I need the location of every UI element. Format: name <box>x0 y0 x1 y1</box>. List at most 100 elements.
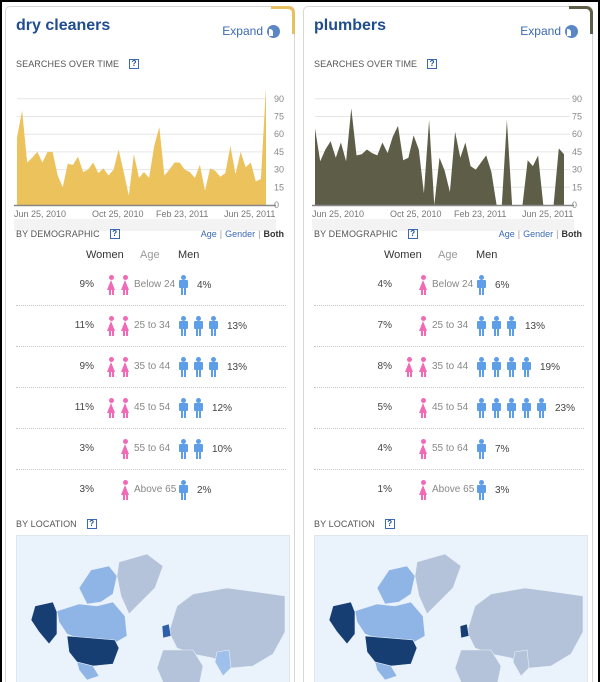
men-percent: 13% <box>525 320 546 332</box>
y-tick-label: 60 <box>274 129 284 139</box>
woman-icon <box>418 275 429 295</box>
map-region-africa[interactable] <box>156 649 204 682</box>
map-region-india[interactable] <box>512 649 530 677</box>
woman-icon <box>120 480 131 500</box>
map-region-canada-arctic[interactable] <box>376 565 416 605</box>
col-age: Age <box>140 249 160 261</box>
demographic-row: 7% 25 to 34 13% <box>314 306 584 347</box>
toggle-both[interactable]: Both <box>263 229 285 239</box>
demographic-row: 9% Below 24 4% <box>16 265 286 306</box>
demographic-row: 9% 35 to 44 13% <box>16 347 286 388</box>
y-tick-label: 60 <box>572 129 582 139</box>
women-icons <box>106 316 131 336</box>
map-region-greenland[interactable] <box>414 553 462 615</box>
age-group-label: 25 to 34 <box>134 320 171 331</box>
world-map-svg <box>328 553 584 682</box>
age-group-label: 35 to 44 <box>432 361 469 372</box>
woman-icon <box>418 398 429 418</box>
world-map-svg <box>30 553 286 682</box>
women-icons <box>418 398 429 418</box>
panel-plumbers: plumbers Expand SEARCHES OVER TIME? 0 15 30 45… <box>303 6 593 682</box>
women-percent: 3% <box>79 484 94 495</box>
section-title: BY LOCATION <box>314 519 375 529</box>
help-icon[interactable]: ? <box>407 229 418 239</box>
toggle-age[interactable]: Age <box>498 229 515 239</box>
help-icon[interactable]: ? <box>384 519 395 529</box>
toggle-both[interactable]: Both <box>561 229 583 239</box>
map-region-alaska[interactable] <box>328 601 356 645</box>
man-icon <box>476 439 487 459</box>
demographic-rows: 4% Below 24 6% 7% 25 to 34 13% 8% 35 to 44 19% 5%… <box>314 265 584 511</box>
men-percent: 3% <box>495 484 510 496</box>
men-percent: 19% <box>540 361 561 373</box>
map-region-africa[interactable] <box>454 649 502 682</box>
women-icons <box>418 480 429 500</box>
location-map[interactable] <box>314 535 588 682</box>
help-icon[interactable]: ? <box>109 229 120 239</box>
map-region-uk[interactable] <box>161 623 172 639</box>
men-icons: 6% <box>476 275 509 295</box>
help-icon[interactable]: ? <box>129 59 140 69</box>
col-age: Age <box>438 249 458 261</box>
map-region-mexico[interactable] <box>374 661 398 681</box>
help-icon[interactable]: ? <box>427 59 438 69</box>
man-icon <box>536 398 547 418</box>
age-group-label: Below 24 <box>432 279 474 290</box>
demographic-row: 11% 25 to 34 13% <box>16 306 286 347</box>
y-tick-label: 45 <box>274 147 284 157</box>
toggle-age[interactable]: Age <box>200 229 217 239</box>
location-map[interactable] <box>16 535 290 682</box>
expand-button[interactable]: Expand <box>520 24 578 38</box>
map-region-canada-arctic[interactable] <box>78 565 118 605</box>
map-region-europe-asia[interactable] <box>466 587 584 669</box>
map-region-usa[interactable] <box>66 635 120 667</box>
map-region-canada[interactable] <box>354 601 426 645</box>
y-tick-label: 75 <box>274 112 284 122</box>
demographic-row: 4% 55 to 64 7% <box>314 429 584 470</box>
women-percent: 7% <box>377 320 392 331</box>
man-icon <box>491 316 502 336</box>
expand-button[interactable]: Expand <box>222 24 280 38</box>
man-icon <box>178 480 189 500</box>
y-tick-label: 15 <box>274 182 284 192</box>
separator: | <box>556 229 559 239</box>
men-icons: 19% <box>476 357 560 377</box>
man-icon <box>193 439 204 459</box>
area-series <box>315 108 564 205</box>
y-tick-label: 30 <box>274 165 284 175</box>
expand-icon <box>565 24 578 38</box>
toggle-gender[interactable]: Gender <box>523 229 554 239</box>
men-icons: 3% <box>476 480 509 500</box>
map-region-india[interactable] <box>214 649 232 677</box>
age-group-label: 35 to 44 <box>134 361 171 372</box>
map-region-usa[interactable] <box>364 635 418 667</box>
toggle-gender[interactable]: Gender <box>225 229 256 239</box>
y-tick-label: 0 <box>274 200 279 210</box>
panel-title: plumbers <box>314 17 387 34</box>
map-region-mexico[interactable] <box>76 661 100 681</box>
map-region-greenland[interactable] <box>116 553 164 615</box>
men-percent: 10% <box>212 443 233 455</box>
women-icons <box>120 439 131 459</box>
map-region-alaska[interactable] <box>30 601 58 645</box>
y-tick-label: 75 <box>572 112 582 122</box>
help-icon[interactable]: ? <box>86 519 97 529</box>
men-icons: 2% <box>178 480 211 500</box>
women-percent: 3% <box>79 443 94 454</box>
women-icons <box>418 439 429 459</box>
section-title: BY LOCATION <box>16 519 77 529</box>
woman-icon <box>120 357 131 377</box>
men-icons: 13% <box>476 316 545 336</box>
men-icons: 12% <box>178 398 232 418</box>
expand-icon <box>267 24 280 38</box>
man-icon <box>208 357 219 377</box>
women-percent: 4% <box>377 443 392 454</box>
demographic-row: 1% Above 65 3% <box>314 470 584 511</box>
man-icon <box>178 316 189 336</box>
map-region-europe-asia[interactable] <box>168 587 286 669</box>
man-icon <box>178 275 189 295</box>
age-group-label: Below 24 <box>134 279 176 290</box>
map-region-canada[interactable] <box>56 601 128 645</box>
map-region-uk[interactable] <box>459 623 470 639</box>
age-group-label: 25 to 34 <box>432 320 469 331</box>
